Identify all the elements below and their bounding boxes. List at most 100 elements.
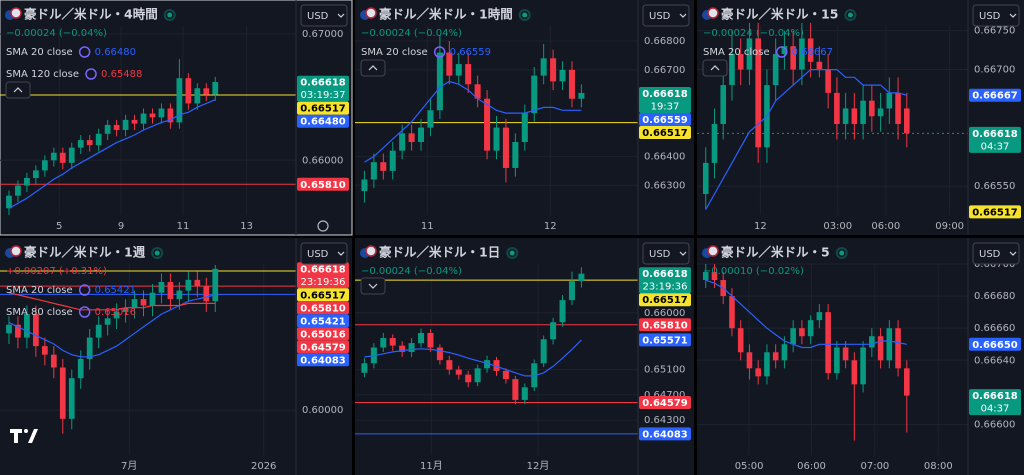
x-tick-label: 7月	[121, 460, 137, 472]
change: −0.00024 (−0.04%)	[361, 266, 462, 277]
candle-body	[465, 64, 472, 85]
indicator-icon	[78, 46, 91, 58]
candle-body	[904, 108, 910, 134]
sma-line	[364, 339, 582, 377]
candle-body	[389, 338, 396, 346]
candle-body	[24, 314, 30, 338]
candle-body	[474, 368, 481, 383]
indicator-name[interactable]: SMA 80 close	[6, 307, 73, 318]
indicator-name[interactable]: SMA 120 close	[6, 69, 79, 80]
currency[interactable]: USD	[979, 11, 1001, 22]
candle-body	[512, 141, 519, 168]
symbol-title[interactable]: 豪ドル／米ドル・4時間	[24, 7, 158, 22]
collapse-button[interactable]	[702, 59, 728, 77]
price-label-box	[297, 353, 349, 367]
candle-body	[737, 328, 744, 353]
collapse-button[interactable]	[360, 277, 386, 295]
currency[interactable]: USD	[979, 249, 1001, 260]
indicator-value: 0.65488	[101, 69, 142, 80]
symbol-title[interactable]: 豪ドル／米ドル・5	[721, 245, 830, 260]
currency[interactable]: USD	[649, 249, 671, 260]
candle-body	[746, 38, 753, 70]
candle-body	[807, 320, 814, 337]
price-label-box	[969, 88, 1021, 102]
symbol-title[interactable]: 豪ドル／米ドル・15	[721, 7, 838, 22]
settings-icon[interactable]	[317, 220, 329, 232]
candle-body	[418, 332, 425, 344]
candle-body	[860, 347, 866, 385]
dropdown-arrow	[1009, 251, 1017, 256]
y-tick-label: 0.66750	[974, 26, 1015, 37]
x-tick-label: 12	[754, 221, 767, 232]
currency-select[interactable]	[972, 4, 1020, 27]
symbol-title[interactable]: 豪ドル／米ドル・1日	[379, 245, 500, 260]
symbol-title[interactable]: 豪ドル／米ドル・1週	[24, 245, 146, 260]
candle-body	[702, 272, 709, 281]
symbol-title[interactable]: 豪ドル／米ドル・1時間	[379, 7, 513, 22]
currency-select[interactable]	[642, 4, 690, 27]
price-label-box	[639, 267, 691, 294]
candle-body	[550, 322, 557, 340]
candle-body	[484, 98, 491, 151]
candle-body	[427, 110, 434, 128]
indicator-name[interactable]: SMA 20 close	[6, 285, 73, 296]
candle-body	[176, 78, 183, 123]
x-tick-label: 05:00	[735, 461, 764, 472]
candle-body	[33, 170, 39, 178]
chart-pane: 0.666000.666400.666600.666800.6670005:00…	[697, 238, 1024, 475]
price-label: 0.66517	[300, 290, 346, 301]
sma-line	[8, 292, 216, 311]
chart-pane: 0.64300 0.64700 0.65100 0.66000 11月 12月 0.6661…	[355, 238, 694, 475]
candle-body	[86, 140, 93, 146]
symbol-flag	[10, 7, 22, 19]
currency-select[interactable]	[642, 242, 690, 265]
market-status	[839, 250, 845, 256]
price-label: 0.66618	[300, 78, 346, 89]
currency-select[interactable]	[300, 4, 348, 27]
tradingview-logo	[10, 429, 38, 443]
candle-body	[158, 282, 165, 293]
candle-body	[825, 312, 831, 374]
price-label: 0.66517	[642, 128, 688, 139]
price-label-box	[297, 340, 349, 354]
candle-body	[59, 152, 66, 163]
y-tick-label: 0.64300	[644, 415, 685, 426]
indicator-icon	[775, 46, 788, 58]
candle-body	[493, 127, 500, 151]
candle-body	[825, 69, 831, 93]
price-label: 0.64579	[300, 342, 346, 353]
candle-body	[851, 108, 858, 124]
currency-select[interactable]	[300, 242, 348, 265]
candle-body	[869, 100, 875, 117]
indicator-value: 0.66559	[450, 47, 491, 58]
candle-body	[361, 179, 368, 192]
price-label: 0.66618	[972, 391, 1018, 402]
currency[interactable]: USD	[307, 11, 329, 22]
plot-area	[697, 263, 968, 455]
collapse-button[interactable]	[5, 81, 31, 99]
candle-body	[149, 113, 156, 118]
currency[interactable]: USD	[649, 11, 671, 22]
collapse-button[interactable]	[360, 59, 386, 77]
candle-body	[77, 140, 84, 148]
indicator-name[interactable]: SMA 20 close	[6, 47, 73, 58]
candle-body	[113, 124, 120, 130]
candle-body	[418, 127, 425, 142]
candle-body	[408, 133, 415, 142]
indicator-name[interactable]: SMA 20 close	[703, 47, 770, 58]
sma-line	[705, 279, 907, 349]
indicator-name[interactable]: SMA 20 close	[361, 47, 428, 58]
collapse-icon	[368, 65, 378, 71]
change: −0.00024 (−0.04%)	[6, 28, 107, 39]
y-tick-label: 0.66660	[974, 323, 1015, 334]
candle-body	[380, 162, 387, 171]
candle-body	[104, 124, 111, 134]
candle-body	[711, 124, 718, 163]
candle-body	[86, 337, 93, 359]
currency-select[interactable]	[972, 242, 1020, 265]
price-label-box	[297, 327, 349, 341]
candle-body	[502, 370, 509, 380]
currency[interactable]: USD	[307, 249, 329, 260]
price-label: 0.65810	[300, 303, 346, 314]
candle-body	[389, 150, 396, 171]
